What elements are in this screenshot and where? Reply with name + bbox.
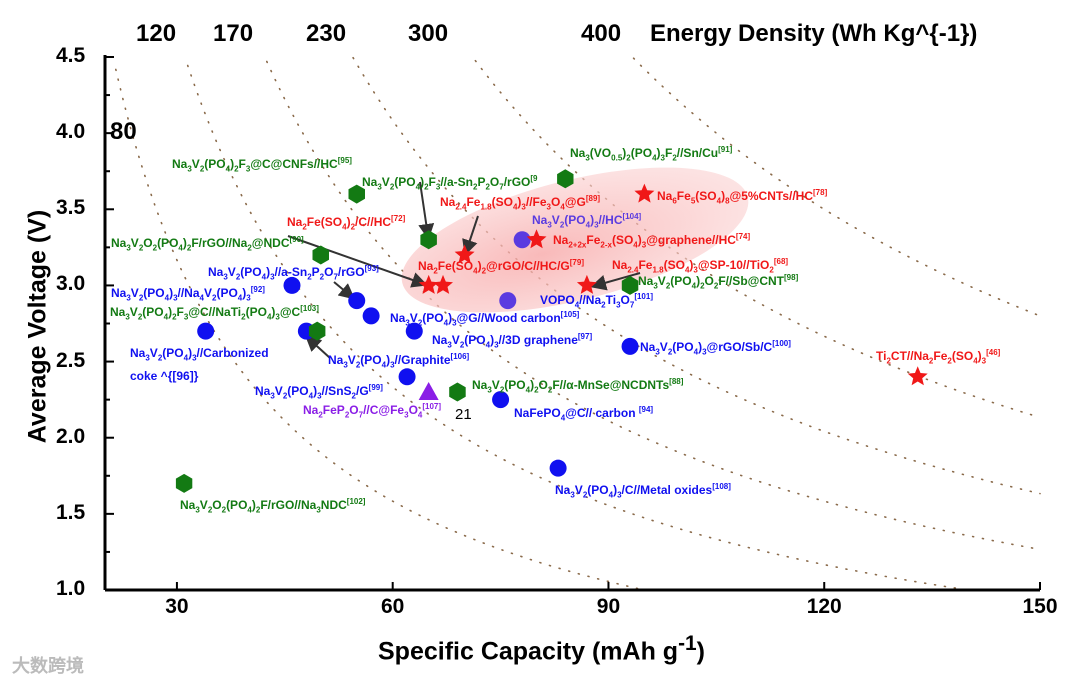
data-point-circle	[362, 307, 380, 325]
data-point-circle	[499, 292, 517, 310]
energy-tick-label: 300	[408, 20, 449, 47]
data-point-star	[454, 244, 475, 264]
x-tick-label: 60	[381, 595, 405, 618]
annotation-label: Ti2CT//Na2Fe2(SO4)3[46]	[876, 348, 1001, 366]
energy-tick-label: 170	[213, 20, 254, 47]
data-point-circle	[197, 322, 215, 340]
y-tick-label: 1.0	[56, 577, 86, 600]
y-tick-label: 4.0	[56, 120, 86, 144]
annotation-label: Na3V2O2(PO4)2F/rGO//Na2@NDC[90]	[111, 235, 304, 253]
data-point-triangle	[418, 382, 439, 401]
annotation-label: Na2.4Fe1.8(SO4)3//Fe3O4@G[89]	[440, 194, 601, 212]
energy-density-curve	[186, 64, 969, 591]
annotation-label: Na3V2O2(PO4)2F/rGO//Na3NDC[102]	[180, 497, 366, 515]
y-tick-label: 3.5	[56, 196, 86, 220]
annotation-label: Na2FeP2O7//C@Fe3O4[107]	[303, 402, 442, 420]
annotation-label: NaFePO4@C// carbon [94]	[514, 405, 654, 423]
y-tick-label: 2.5	[56, 348, 86, 372]
data-point-star	[433, 274, 453, 294]
annotation-label: Na2Fe(SO4)2@rGO/C//HC/G[79]	[418, 258, 584, 276]
energy-tick-label: 400	[581, 20, 622, 47]
energy-curve-label: 80	[110, 118, 137, 145]
annotation-label: Na3(VO0.5)2(PO4)3F2//Sn/Cu[91]	[570, 145, 733, 163]
annotation-label: Na3V2(PO4)2F3//a-Sn2P2O7/rGO[9	[362, 174, 538, 192]
data-point-star	[418, 274, 439, 294]
data-point-hexagon	[175, 473, 193, 493]
annotation-arrow	[333, 281, 356, 300]
annotation-arrow	[462, 215, 479, 256]
energy-tick-label: 230	[306, 20, 347, 47]
watermark: 大数跨境	[12, 656, 84, 676]
stray-label: 21	[455, 406, 472, 423]
y-tick-label: 1.5	[56, 500, 86, 524]
data-point-circle	[283, 276, 301, 294]
energy-density-curve	[115, 68, 646, 591]
y-tick-label: 3.0	[56, 272, 86, 296]
energy-density-curve	[474, 59, 1041, 419]
annotation-arrow	[287, 235, 428, 288]
annotation-label: Na3V2(PO4)3/C//Metal oxides[108]	[555, 482, 731, 500]
energy-density-curve	[266, 60, 1041, 551]
data-point-hexagon	[557, 169, 574, 189]
data-point-circle	[513, 231, 531, 249]
data-point-circle	[621, 337, 639, 355]
annotation-label: Na3V2(PO4)3@G//Wood carbon[105]	[390, 310, 580, 328]
data-point-circle	[398, 368, 416, 386]
annotation-label: Na6Fe5(SO4)8@5%CNTs//HC[78]	[657, 188, 828, 206]
data-point-hexagon	[449, 382, 466, 402]
x-tick-label: 150	[1022, 595, 1058, 618]
data-point-star	[907, 366, 928, 386]
annotation-arrow	[418, 181, 435, 240]
annotation-label: Na2Fe(SO4)2/C//HC[72]	[287, 214, 406, 232]
annotation-arrow	[305, 335, 331, 359]
annotation-label: Na3V2(PO4)2O2F//Sb@CNT[98]	[638, 273, 799, 291]
annotation-label: Na3V2(PO4)2F3@C@CNFs//HC[95]	[172, 156, 352, 174]
annotation-label: Na3V2(PO4)2F3@C//NaTi2(PO4)3@C[103]	[110, 304, 319, 322]
x-axis-title: Specific Capacity (mAh g-1)	[378, 632, 705, 666]
energy-axis-title: Energy Density (Wh Kg^{-1})	[650, 20, 978, 47]
annotation-label: VOPO4//Na2Ti3O7[101]	[540, 292, 653, 310]
data-point-circle	[405, 322, 423, 340]
y-tick-label: 2.0	[56, 424, 86, 448]
data-point-hexagon	[621, 275, 639, 295]
annotation-label: Na3V2(PO4)3//SnS2/G[99]	[255, 383, 383, 401]
data-point-hexagon	[308, 321, 326, 341]
annotation-label: Na3V2(PO4)3//HC[104]	[532, 212, 642, 230]
annotation-label: Na3V2(PO4)3//Graphite[106]	[328, 352, 470, 370]
data-point-star	[634, 183, 655, 203]
x-tick-label: 30	[165, 595, 189, 618]
highlight-ellipse	[401, 167, 749, 313]
energy-density-curve	[632, 57, 1041, 317]
x-tick-label: 120	[806, 595, 842, 618]
data-point-star	[576, 274, 597, 294]
y-axis-title: Average Voltage (V)	[23, 209, 52, 444]
data-point-circle	[348, 292, 366, 310]
annotation-label: Na2.4Fe1.8(SO4)3@SP-10//TiO2[68]	[612, 257, 789, 275]
data-point-circle	[549, 459, 567, 477]
energy-density-curve	[352, 56, 1041, 495]
annotation-label: Na3V2(PO4)2O2F//α-MnSe@NCDNTs[88]	[472, 377, 684, 395]
annotation-label: Na3V2(PO4)3//Na4V2(PO4)3[92]	[111, 285, 265, 303]
annotation-arrow	[590, 272, 641, 291]
data-point-hexagon	[312, 245, 329, 265]
x-tick-label: 90	[596, 595, 621, 618]
data-point-circle	[492, 391, 510, 409]
annotation-label: coke ^{[96]}	[130, 369, 199, 383]
annotation-label: Na2+2xFe2-x(SO4)3@graphene//HC[74]	[553, 232, 751, 250]
energy-tick-label: 120	[136, 20, 177, 47]
annotation-label: Na3V2(PO4)3@rGO/Sb/C[100]	[640, 339, 791, 357]
data-point-hexagon	[420, 230, 437, 250]
data-point-star	[526, 229, 547, 249]
annotation-label: Na3V2(PO4)3//a-Sn2P2O7/rGO[93]	[208, 264, 379, 282]
data-point-hexagon	[348, 184, 365, 204]
annotation-label: Na3V2(PO4)3//Carbonized	[130, 346, 269, 363]
annotation-label: Na3V2(PO4)3//3D graphene[97]	[432, 332, 593, 350]
y-tick-label: 4.5	[56, 44, 86, 67]
